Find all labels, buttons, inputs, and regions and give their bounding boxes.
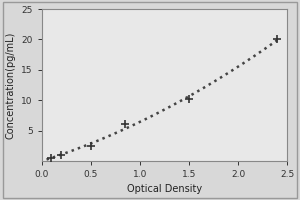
Y-axis label: Concentration(pg/mL): Concentration(pg/mL) [6,31,16,139]
X-axis label: Optical Density: Optical Density [127,184,202,194]
